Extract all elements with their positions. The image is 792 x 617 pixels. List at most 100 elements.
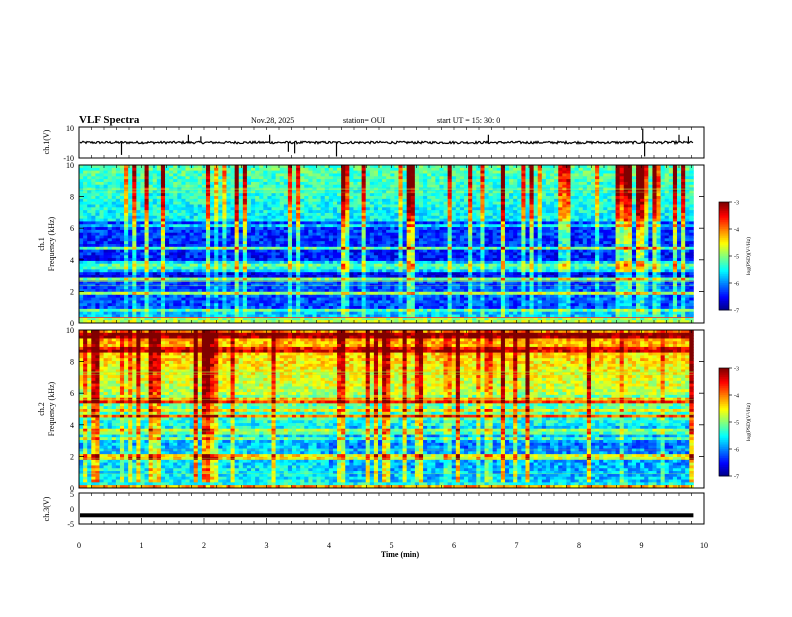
ch1-spectrogram-cell [423,216,428,219]
ch1-spectrogram-cell [120,250,125,253]
ch1-spectrogram-cell [284,188,289,191]
ch1-spectrogram-cell [464,247,469,250]
ch1-spectrogram-cell [370,188,375,191]
ch1-spectrogram-cell [398,247,403,250]
ch1-spectrogram-cell [276,173,281,176]
ch1-spectrogram-cell [267,182,272,185]
ch1-spectrogram-cell [398,205,403,208]
ch1-spectrogram-cell [665,171,670,174]
ch1-spectrogram-cell [456,236,461,239]
ch1-spectrogram-cell [431,241,436,244]
ch1-spectrogram-cell [296,193,301,196]
ch1-spectrogram-cell [661,196,666,199]
ch1-spectrogram-cell [292,221,297,224]
ch1-spectrogram-cell [79,193,84,196]
ch1-spectrogram-cell [444,233,449,236]
ch1-spectrogram-cell [394,236,399,239]
ch1-spectrogram-cell [145,179,150,182]
ch1-spectrogram-cell [517,236,522,239]
ch1-spectrogram-cell [390,247,395,250]
ch1-spectrogram-cell [566,241,571,244]
ch1-spectrogram-cell [374,219,379,222]
ch1-spectrogram-cell [239,196,244,199]
ch1-spectrogram-cell [345,207,350,210]
ch1-spectrogram-cell [685,182,690,185]
ch1-spectrogram-cell [132,236,137,239]
ch1-spectrogram-cell [272,179,277,182]
ch1-spectrogram-cell [161,255,166,258]
ch1-spectrogram-cell [116,227,121,230]
ch1-spectrogram-cell [575,205,580,208]
ch1-spectrogram-cell [538,219,543,222]
ch1-spectrogram-cell [366,247,371,250]
ch1-spectrogram-cell [620,221,625,224]
ch1-spectrogram-cell [218,236,223,239]
ch1-spectrogram-cell [550,219,555,222]
ch1-spectrogram-cell [386,210,391,213]
ch1-spectrogram-cell [140,213,145,216]
ch1-spectrogram-cell [501,210,506,213]
ch1-spectrogram-cell [423,244,428,247]
ch1-spectrogram-cell [153,250,158,253]
ch1-spectrogram-cell [517,207,522,210]
ch1-spectrogram-cell [312,168,317,171]
ch1-spectrogram-cell [149,250,154,253]
ch1-spectrogram-cell [292,173,297,176]
ch1-spectrogram-cell [497,250,502,253]
ch1-spectrogram-cell [341,182,346,185]
ch1-spectrogram-cell [157,171,162,174]
ch1-spectrogram-cell [247,182,252,185]
ch1-spectrogram-cell [185,193,190,196]
ch1-spectrogram-cell [267,221,272,224]
ch1-spectrogram-cell [575,193,580,196]
ch1-spectrogram-cell [460,207,465,210]
ch1-spectrogram-cell [181,255,186,258]
ch1-spectrogram-cell [239,210,244,213]
ch1-spectrogram-cell [83,250,88,253]
ch1-spectrogram-cell [550,196,555,199]
ch1-spectrogram-cell [456,216,461,219]
ch1-spectrogram-cell [140,171,145,174]
ch1-spectrogram-cell [439,247,444,250]
ch1-spectrogram-cell [218,182,223,185]
ch1-spectrogram-cell [169,185,174,188]
ch1-spectrogram-cell [484,236,489,239]
ch1-spectrogram-cell [423,233,428,236]
ch1-spectrogram-cell [427,196,432,199]
ch1-spectrogram-cell [493,233,498,236]
ch1-spectrogram-cell [419,199,424,202]
ch1-spectrogram-cell [149,219,154,222]
ch1-spectrogram-cell [87,179,92,182]
ch1-spectrogram-cell [128,230,133,233]
ch1-spectrogram-cell [476,199,481,202]
ch1-spectrogram-cell [104,241,109,244]
ch1-spectrogram-cell [284,199,289,202]
ch1-spectrogram-cell [235,244,240,247]
ch1-spectrogram-cell [206,252,211,255]
ch1-spectrogram-cell [575,199,580,202]
ch1-spectrogram-cell [214,196,219,199]
ch1-spectrogram-cell [497,241,502,244]
ch1-spectrogram-cell [345,185,350,188]
ch1-spectrogram-cell [292,207,297,210]
ch1-spectrogram-cell [575,224,580,227]
ch1-spectrogram-cell [448,199,453,202]
ch1-spectrogram-cell [624,238,629,241]
ch1-spectrogram-cell [534,241,539,244]
ch1-spectrogram-cell [292,241,297,244]
ch1-spectrogram-cell [333,219,338,222]
ch1-spectrogram-cell [108,227,113,230]
ch1-spectrogram-cell [226,216,231,219]
ch1-spectrogram-cell [505,196,510,199]
ch1-spectrogram-cell [177,196,182,199]
ch1-spectrogram-cell [628,224,633,227]
ch1-spectrogram-cell [587,227,592,230]
ch1-spectrogram-cell [566,216,571,219]
ch1-spectrogram-cell [169,216,174,219]
ch1-spectrogram-cell [456,250,461,253]
ch1-spectrogram-cell [104,213,109,216]
ch1-spectrogram-cell [591,182,596,185]
ch1-spectrogram-cell [349,255,354,258]
ch1-spectrogram-cell [382,185,387,188]
ch1-spectrogram-cell [112,171,117,174]
